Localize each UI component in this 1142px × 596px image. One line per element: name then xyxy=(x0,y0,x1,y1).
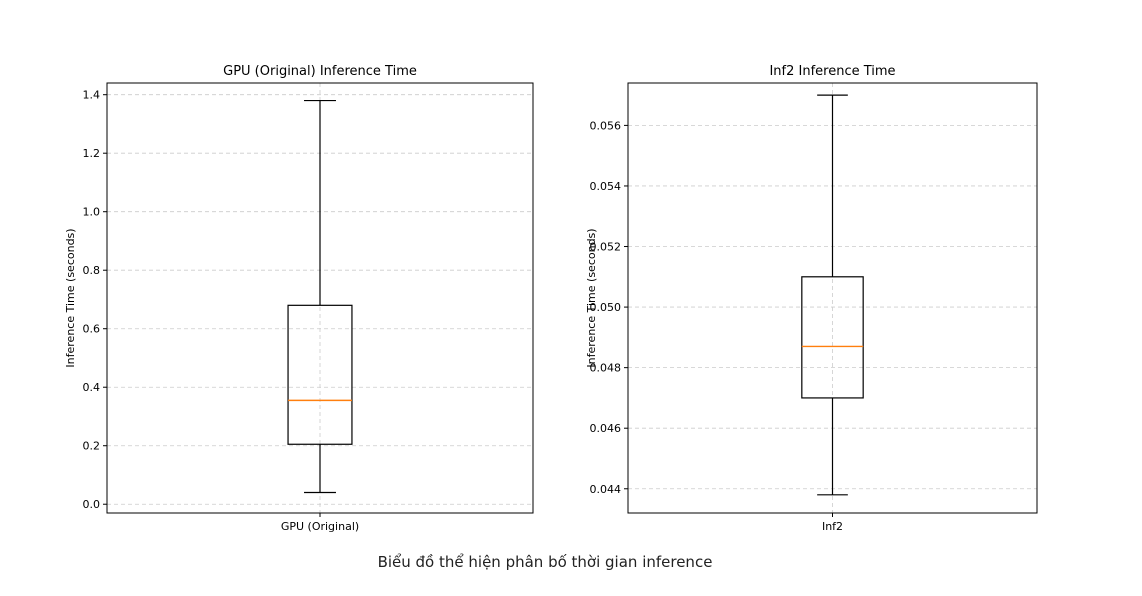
y-tick-label: 0.046 xyxy=(590,422,622,435)
x-tick-label: Inf2 xyxy=(822,520,843,533)
chart-panel-1: 0.0 0.2 0.4 0.6 0.8 1.0 1.2 1.4 GPU (Original) GP… xyxy=(64,64,534,533)
y-axis-label: Inference Time (seconds) xyxy=(64,228,77,367)
chart-title: Inf2 Inference Time xyxy=(769,64,895,79)
y-tick-label: 0.6 xyxy=(83,323,101,336)
x-tick-label: GPU (Original) xyxy=(281,520,359,533)
y-tick-label: 0.044 xyxy=(590,483,622,496)
y-tick-label: 0.8 xyxy=(83,264,101,277)
y-tick-label: 1.0 xyxy=(83,206,101,219)
y-tick-label: 0.0 xyxy=(83,498,101,511)
y-tick-label: 0.2 xyxy=(83,440,101,453)
y-tick-label: 1.4 xyxy=(83,89,101,102)
y-tick-label: 0.056 xyxy=(590,119,622,132)
y-tick-label: 0.4 xyxy=(83,381,101,394)
y-tick-label: 0.050 xyxy=(590,301,622,314)
iqr-box xyxy=(287,304,353,445)
chart-panel-2: 0.044 0.046 0.048 0.050 0.052 0.054 0.056 Inf2 I… xyxy=(585,64,1038,533)
chart-title: GPU (Original) Inference Time xyxy=(223,64,417,79)
figure-caption: Biểu đồ thể hiện phân bố thời gian infer… xyxy=(377,553,713,571)
y-tick-label: 0.054 xyxy=(590,180,622,193)
y-tick-label: 1.2 xyxy=(83,147,101,160)
y-tick-label: 0.048 xyxy=(590,362,622,375)
y-axis-label: Inference Time (seconds) xyxy=(585,228,598,367)
y-tick-label: 0.052 xyxy=(590,241,622,254)
iqr-box xyxy=(801,276,864,399)
